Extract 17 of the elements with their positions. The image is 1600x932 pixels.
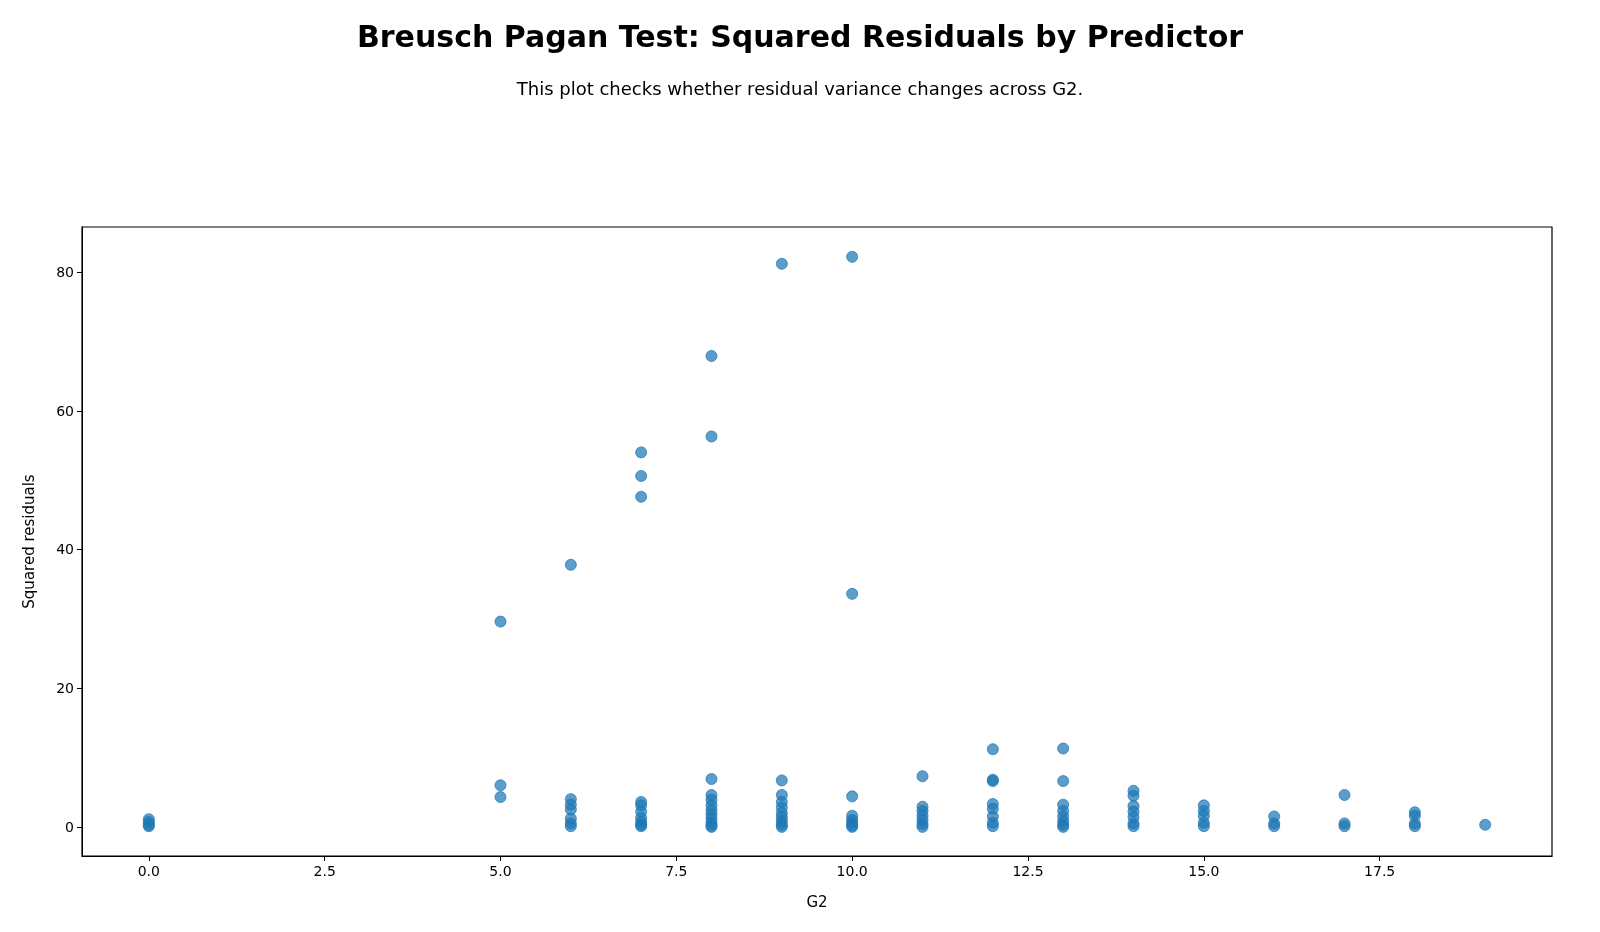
chart-subtitle: This plot checks whether residual variance changes across G2. xyxy=(515,77,1084,99)
x-tick-label: 0.0 xyxy=(137,863,160,879)
x-tick-label: 5.0 xyxy=(489,863,512,879)
x-tick-label: 7.5 xyxy=(665,863,688,879)
x-tick-label: 10.0 xyxy=(836,863,868,879)
y-tick-label: 40 xyxy=(56,541,74,558)
y-tick-label: 20 xyxy=(56,680,74,697)
x-axis-title: G2 xyxy=(806,892,828,911)
x-tick-label: 12.5 xyxy=(1012,863,1044,879)
y-axis-title: Squared residuals xyxy=(19,474,38,609)
x-tick-label: 15.0 xyxy=(1188,863,1220,879)
x-tick-label: 17.5 xyxy=(1364,863,1396,879)
y-tick-label: 0 xyxy=(65,818,74,835)
chart-title: Breusch Pagan Test: Squared Residuals by Predictor xyxy=(356,18,1244,54)
y-tick-label: 80 xyxy=(56,264,74,281)
x-tick-label: 2.5 xyxy=(313,863,336,879)
y-tick-label: 60 xyxy=(56,402,74,419)
